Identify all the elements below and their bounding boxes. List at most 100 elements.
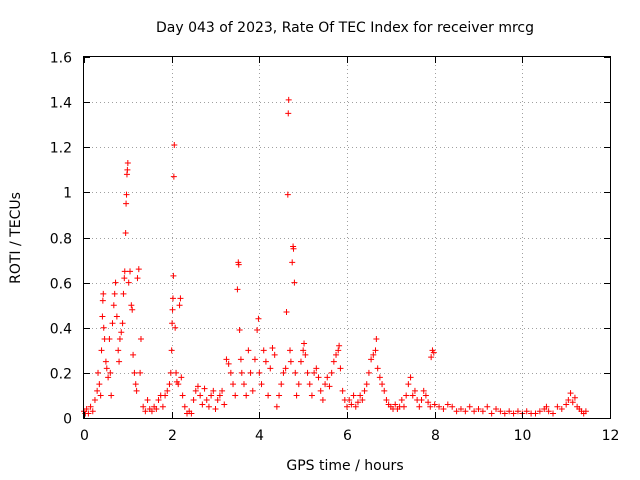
data-point xyxy=(350,392,357,399)
data-point xyxy=(400,403,407,410)
data-point xyxy=(337,365,344,372)
y-tick-label: 0.2 xyxy=(50,367,72,383)
data-point xyxy=(536,408,543,415)
data-point xyxy=(300,347,307,354)
data-point xyxy=(363,381,370,388)
data-point xyxy=(287,347,294,354)
data-point xyxy=(121,268,128,275)
data-point xyxy=(216,392,223,399)
data-point xyxy=(488,410,495,417)
data-point xyxy=(128,302,135,309)
data-point xyxy=(373,336,380,343)
data-point xyxy=(201,385,208,392)
data-point xyxy=(283,308,290,315)
data-point xyxy=(330,358,337,365)
data-point xyxy=(176,302,183,309)
data-point xyxy=(175,381,182,388)
y-tick-label: 1 xyxy=(63,186,72,202)
data-point xyxy=(471,408,478,415)
data-point xyxy=(234,286,241,293)
data-point xyxy=(102,358,109,365)
data-point xyxy=(170,173,177,180)
data-point xyxy=(322,381,329,388)
data-point xyxy=(107,369,114,376)
y-tick-label: 1.2 xyxy=(50,141,72,157)
data-point xyxy=(354,399,361,406)
data-point xyxy=(374,365,381,372)
data-point xyxy=(194,383,201,390)
data-point xyxy=(411,387,418,394)
data-point xyxy=(319,396,326,403)
data-point xyxy=(431,401,438,408)
data-point xyxy=(383,396,390,403)
data-point xyxy=(169,295,176,302)
x-tick-label: 8 xyxy=(431,428,440,444)
data-point xyxy=(301,340,308,347)
y-tick-label: 0.8 xyxy=(50,232,72,248)
data-point xyxy=(403,392,410,399)
data-point xyxy=(177,295,184,302)
data-point xyxy=(497,408,504,415)
grid xyxy=(84,57,610,418)
data-point xyxy=(230,381,237,388)
data-point xyxy=(164,387,171,394)
data-point xyxy=(427,403,434,410)
data-point xyxy=(311,369,318,376)
data-point xyxy=(170,272,177,279)
data-point xyxy=(582,408,589,415)
data-point xyxy=(258,381,265,388)
data-point xyxy=(501,410,508,417)
data-point xyxy=(135,266,142,273)
data-point xyxy=(181,403,188,410)
data-point xyxy=(142,408,149,415)
chart-title: Day 043 of 2023, Rate Of TEC Index for r… xyxy=(156,20,534,36)
data-point xyxy=(333,351,340,358)
data-point xyxy=(91,396,98,403)
data-point xyxy=(99,313,106,320)
data-point xyxy=(178,374,185,381)
data-point xyxy=(106,336,113,343)
data-point xyxy=(368,356,375,363)
data-point xyxy=(292,369,299,376)
data-point xyxy=(416,403,423,410)
data-point xyxy=(132,381,139,388)
data-point xyxy=(376,374,383,381)
data-point xyxy=(285,110,292,117)
data-point xyxy=(127,268,134,275)
data-point xyxy=(306,381,313,388)
data-point xyxy=(326,383,333,390)
data-point xyxy=(287,358,294,365)
y-axis-title: ROTI / TECUs xyxy=(8,192,24,284)
data-point xyxy=(219,387,226,394)
data-point xyxy=(328,369,335,376)
x-axis: 0 2 4 6 8 10 12 xyxy=(80,57,619,444)
data-point xyxy=(119,320,126,327)
data-point xyxy=(265,392,272,399)
data-point xyxy=(313,365,320,372)
data-point xyxy=(444,401,451,408)
data-point xyxy=(344,403,350,410)
data-point xyxy=(348,401,355,408)
data-point xyxy=(295,381,302,388)
data-point xyxy=(87,403,94,410)
data-point xyxy=(545,408,552,415)
data-point xyxy=(121,275,128,282)
data-point xyxy=(398,396,405,403)
data-point xyxy=(251,356,258,363)
data-point xyxy=(199,401,206,408)
x-tick-label: 0 xyxy=(80,428,89,444)
data-point xyxy=(232,392,239,399)
data-point xyxy=(159,403,166,410)
data-point xyxy=(221,401,228,408)
data-point xyxy=(532,410,539,417)
data-point xyxy=(212,405,219,412)
data-point xyxy=(409,392,416,399)
data-point xyxy=(166,381,173,388)
data-point xyxy=(523,408,530,415)
data-point xyxy=(359,396,366,403)
data-point xyxy=(291,279,298,286)
data-point xyxy=(205,403,212,410)
data-point xyxy=(95,369,102,376)
data-point xyxy=(125,279,132,286)
data-point xyxy=(110,302,117,309)
